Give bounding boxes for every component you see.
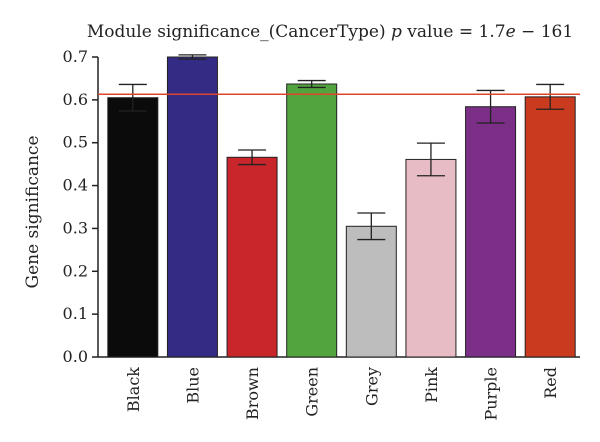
y-tick-label: 0.5 bbox=[63, 133, 88, 152]
x-tick-label: Purple bbox=[482, 367, 501, 421]
x-tick-label: Pink bbox=[422, 367, 441, 403]
title-suffix: − 161 bbox=[516, 22, 574, 42]
title-prefix: Module significance_(CancerType) bbox=[87, 22, 391, 42]
y-tick-label: 0.4 bbox=[63, 176, 88, 195]
x-tick-label: Grey bbox=[362, 367, 381, 406]
x-tick-label: Blue bbox=[183, 367, 202, 404]
bar bbox=[286, 83, 338, 358]
x-tick-label: Brown bbox=[243, 367, 262, 420]
x-tick-label: Black bbox=[124, 367, 143, 412]
chart-title: Module significance_(CancerType) p value… bbox=[87, 22, 573, 42]
bar bbox=[107, 97, 159, 358]
title-e: e bbox=[506, 22, 516, 42]
x-tick-label: Green bbox=[303, 367, 322, 417]
title-middle: value = 1.7 bbox=[402, 22, 506, 42]
title-p: p bbox=[391, 22, 402, 42]
y-tick-label: 0.2 bbox=[63, 261, 88, 280]
x-tick-label: Red bbox=[541, 367, 560, 399]
y-axis-label: Gene significance bbox=[23, 135, 43, 288]
bar bbox=[166, 56, 218, 358]
bar bbox=[226, 156, 278, 358]
y-tick-label: 0.6 bbox=[63, 90, 88, 109]
y-tick-label: 0.3 bbox=[63, 218, 88, 237]
y-tick-label: 0.7 bbox=[63, 47, 88, 66]
plot-area: 0.0 0.1 0.2 0.3 0.4 0.5 0.6 0.7 Black Blue Brown Gr… bbox=[63, 47, 580, 421]
bar bbox=[465, 106, 517, 358]
y-tick-label: 0.0 bbox=[63, 347, 88, 366]
bar bbox=[524, 96, 576, 358]
bar bbox=[405, 158, 457, 358]
bar bbox=[345, 225, 397, 358]
y-tick-label: 0.1 bbox=[63, 304, 88, 323]
